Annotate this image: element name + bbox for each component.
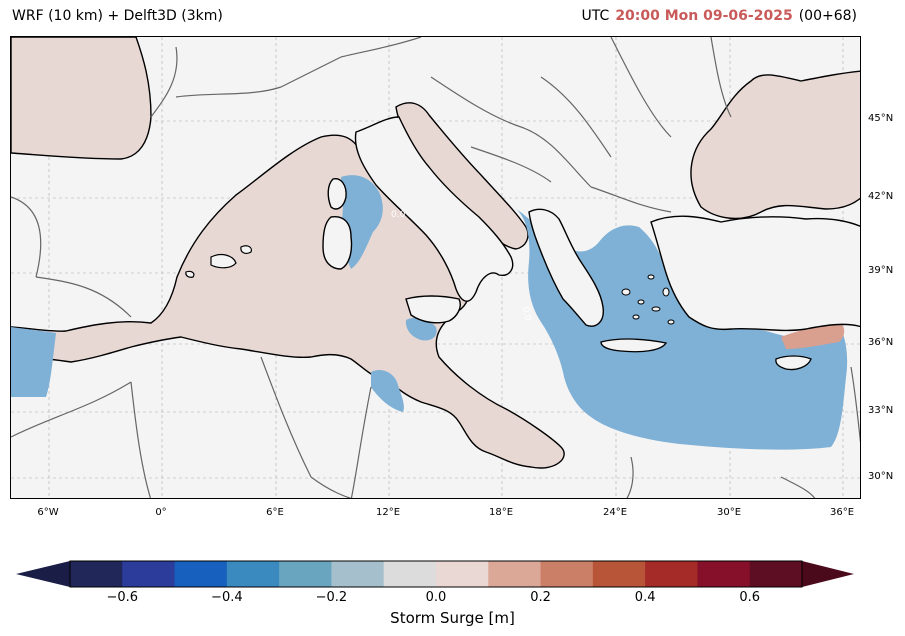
- colorbar-label: Storm Surge [m]: [390, 609, 515, 627]
- map-title: WRF (10 km) + Delft3D (3km): [12, 8, 223, 24]
- aegean-islands: [621, 274, 675, 325]
- colorbar-bin: [122, 561, 176, 587]
- lon-label: 36°E: [829, 507, 855, 518]
- lon-label: 6°E: [266, 507, 284, 518]
- sicily: [405, 295, 461, 324]
- colorbar-tick-label: −0.6: [106, 590, 139, 605]
- gabes-negative-area: [371, 370, 404, 412]
- mediterranean-sea: [11, 134, 565, 469]
- colorbar-over-arrow: [802, 561, 854, 587]
- lon-label: 12°E: [375, 507, 401, 518]
- colorbar-under-arrow: [16, 561, 70, 587]
- lon-label: 24°E: [602, 507, 628, 518]
- balearic-islands: [185, 245, 252, 278]
- crete: [600, 338, 668, 353]
- lead-time: (00+68): [798, 8, 857, 24]
- lon-label: 30°E: [716, 507, 742, 518]
- colorbar-tick-label: 0.2: [530, 590, 551, 605]
- lat-label: 30°N: [868, 471, 894, 482]
- bay-of-biscay: [11, 37, 152, 160]
- colorbar-bin: [331, 561, 385, 587]
- lon-label: 18°E: [488, 507, 514, 518]
- colorbar-bin: [70, 561, 123, 587]
- colorbar-bin: [279, 561, 332, 587]
- lat-label: 42°N: [868, 191, 894, 202]
- colorbar-tick-label: −0.4: [211, 590, 243, 605]
- lat-label: 33°N: [868, 405, 894, 416]
- colorbar-bin: [749, 561, 803, 587]
- colorbar-bin: [592, 561, 646, 587]
- map-canvas: 0.0 0.0: [11, 37, 860, 498]
- contour-label-2: 0.0: [520, 306, 532, 322]
- colorbar-bin: [540, 561, 594, 587]
- lon-label: 6°W: [37, 507, 59, 518]
- colorbar-bin: [383, 561, 437, 587]
- cyprus: [775, 355, 812, 371]
- eastern-mediterranean: [516, 209, 848, 450]
- lat-label: 45°N: [868, 113, 894, 124]
- lon-label: 0°: [155, 507, 167, 518]
- colorbar-tick-label: 0.6: [739, 590, 761, 605]
- turkey: [650, 215, 860, 332]
- italy: [354, 116, 514, 302]
- colorbar-bin: [436, 561, 489, 587]
- lat-label: 36°N: [868, 337, 894, 348]
- corsica: [327, 178, 347, 210]
- country-borders: [11, 37, 860, 498]
- colorbar-bin: [697, 561, 751, 587]
- colorbar-bin: [174, 561, 228, 587]
- colorbar-tick-label: 0.0: [425, 590, 447, 605]
- forecast-time: 20:00 Mon 09-06-2025: [615, 8, 793, 24]
- greece: [528, 208, 604, 327]
- colorbar-tick-label: 0.4: [634, 590, 656, 605]
- colorbar-bin: [488, 561, 542, 587]
- valid-time: UTC 20:00 Mon 09-06-2025 (00+68): [582, 8, 857, 24]
- colorbar-tick-label: −0.2: [315, 590, 348, 605]
- sardinia: [322, 215, 353, 270]
- contour-label-1: 0.0: [391, 210, 406, 220]
- alboran-negative-area: [11, 327, 56, 397]
- colorbar-bin: [226, 561, 280, 587]
- lat-label: 39°N: [868, 265, 894, 276]
- black-sea: [690, 70, 860, 220]
- malta-negative-area: [405, 317, 437, 341]
- colorbar-bin: [645, 561, 698, 587]
- colorbar: [16, 560, 854, 588]
- levant-positive-area: [781, 323, 845, 349]
- utc-label: UTC: [581, 8, 610, 24]
- map-panel: 0.0 0.0: [10, 36, 861, 499]
